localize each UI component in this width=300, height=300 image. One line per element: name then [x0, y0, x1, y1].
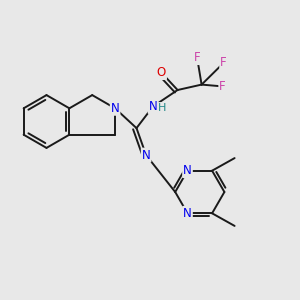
Text: N: N	[183, 164, 192, 177]
Text: O: O	[157, 66, 166, 79]
Text: F: F	[194, 51, 200, 64]
Text: N: N	[148, 100, 158, 113]
Text: F: F	[219, 80, 226, 93]
Text: N: N	[142, 148, 151, 162]
Text: N: N	[111, 102, 119, 115]
Text: N: N	[183, 207, 192, 220]
Text: F: F	[220, 56, 227, 70]
Text: H: H	[158, 103, 166, 113]
